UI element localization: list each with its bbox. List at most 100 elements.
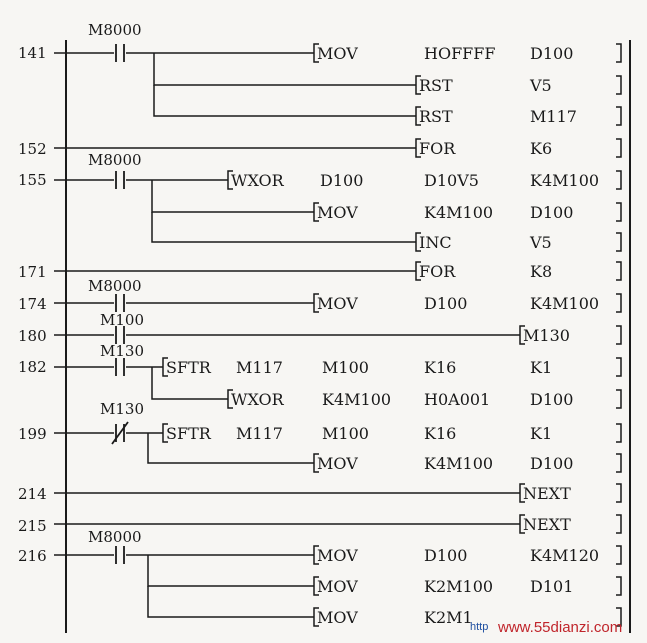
bracket-right — [616, 607, 622, 627]
step-number: 214 — [18, 485, 47, 503]
instruction-layer: MOV HOFFFF D100 RST V5 RST M117 FOR K6 WXOR D100 D1… — [162, 43, 622, 627]
bracket-right — [616, 514, 622, 534]
bracket-right — [616, 423, 622, 443]
bracket-right — [616, 389, 622, 409]
contact-m130-nc-199 — [111, 421, 129, 445]
instruction-operand: V5 — [529, 233, 552, 252]
instruction-operand: K2M100 — [424, 577, 493, 596]
instruction-next: NEXT — [519, 483, 622, 503]
instruction-operand: M117 — [236, 424, 283, 443]
instruction-wxor: WXOR D100 D10V5 K4M100 — [227, 170, 622, 190]
instruction-mov: MOV K4M100 D100 — [313, 202, 622, 222]
contact-label: M8000 — [88, 528, 142, 546]
instruction-operand: K4M100 — [424, 454, 493, 473]
bracket-right — [616, 75, 622, 95]
instruction-mnemonic: SFTR — [166, 424, 212, 443]
bracket-left — [519, 514, 525, 534]
instruction-mnemonic: MOV — [317, 454, 358, 473]
instruction-mov: MOV K2M100 D101 — [313, 576, 622, 596]
instruction-rst: RST V5 — [415, 75, 622, 95]
instruction-mnemonic: MOV — [317, 546, 358, 565]
instruction-operand: K6 — [530, 139, 552, 158]
instruction-mnemonic: NEXT — [523, 515, 571, 534]
contact-m100-180 — [115, 326, 125, 344]
instruction-mov: MOV K2M1 — [313, 607, 622, 627]
instruction-operand: K1 — [530, 358, 552, 377]
step-number: 155 — [18, 171, 47, 189]
instruction-operand: K1 — [530, 424, 552, 443]
contact-label: M8000 — [88, 277, 142, 295]
instruction-operand: H0A001 — [424, 390, 490, 409]
instruction-mnemonic: FOR — [419, 139, 456, 158]
step-number: 171 — [18, 263, 47, 281]
contact-label: M130 — [100, 400, 144, 418]
bracket-right — [616, 325, 622, 345]
step-ticks — [54, 52, 66, 556]
bracket-right — [616, 483, 622, 503]
bracket-left — [313, 202, 319, 222]
instruction-for: FOR K8 — [415, 261, 622, 281]
instruction-rst: RST M117 — [415, 106, 622, 126]
instruction-operand: M117 — [530, 107, 577, 126]
bracket-right — [616, 43, 622, 63]
instruction-operand: K4M100 — [530, 171, 599, 190]
instruction-operand: D100 — [320, 171, 363, 190]
instruction-mnemonic: MOV — [317, 294, 358, 313]
instruction-mov: MOV HOFFFF D100 — [313, 43, 622, 63]
rung-wires — [66, 52, 520, 618]
instruction-operand: M117 — [236, 358, 283, 377]
bracket-right — [616, 261, 622, 281]
contact-label: M130 — [100, 342, 144, 360]
instruction-mnemonic: WXOR — [231, 390, 285, 409]
instruction-inc: INC V5 — [415, 232, 622, 252]
bracket-left — [313, 43, 319, 63]
bracket-right — [616, 453, 622, 473]
bracket-left — [162, 423, 168, 443]
watermark-text: www.55dianzi.com — [497, 619, 622, 636]
step-number: 174 — [18, 295, 47, 313]
instruction-operand: D101 — [530, 577, 573, 596]
bracket-left — [415, 106, 421, 126]
instruction-operand: K4M100 — [322, 390, 391, 409]
instruction-operand: HOFFFF — [424, 44, 495, 63]
step-number: 180 — [18, 327, 47, 345]
instruction-mnemonic: SFTR — [166, 358, 212, 377]
contact-m8000-174 — [115, 294, 125, 312]
instruction-m130: M130 — [519, 325, 622, 345]
instruction-operand: K16 — [424, 424, 456, 443]
step-number: 182 — [18, 358, 47, 376]
bracket-left — [415, 232, 421, 252]
step-number: 215 — [18, 517, 47, 535]
instruction-operand: D100 — [530, 44, 573, 63]
instruction-mov: MOV D100 K4M100 — [313, 293, 622, 313]
instruction-operand: K2M1 — [424, 608, 473, 627]
step-number: 141 — [18, 44, 47, 62]
bracket-right — [616, 357, 622, 377]
instruction-operand: K4M100 — [424, 203, 493, 222]
instruction-operand: D100 — [530, 203, 573, 222]
bracket-left — [162, 357, 168, 377]
instruction-mnemonic: RST — [419, 107, 453, 126]
contact-m8000-216 — [115, 546, 125, 564]
contact-m8000-141 — [115, 44, 125, 62]
instruction-operand: M100 — [322, 424, 369, 443]
bracket-right — [616, 293, 622, 313]
bracket-left — [415, 138, 421, 158]
instruction-wxor: WXOR K4M100 H0A001 D100 — [227, 389, 622, 409]
step-number: 152 — [18, 140, 47, 158]
contact-m130-182 — [115, 358, 125, 376]
instruction-mnemonic: RST — [419, 76, 453, 95]
instruction-operand: M100 — [322, 358, 369, 377]
instruction-mov: MOV K4M100 D100 — [313, 453, 622, 473]
bracket-left — [519, 325, 525, 345]
bracket-right — [616, 545, 622, 565]
bracket-right — [616, 576, 622, 596]
instruction-operand: K8 — [530, 262, 552, 281]
bracket-right — [616, 138, 622, 158]
instruction-operand: D100 — [530, 454, 573, 473]
bracket-left — [415, 261, 421, 281]
instruction-mnemonic: FOR — [419, 262, 456, 281]
bracket-left — [227, 170, 233, 190]
